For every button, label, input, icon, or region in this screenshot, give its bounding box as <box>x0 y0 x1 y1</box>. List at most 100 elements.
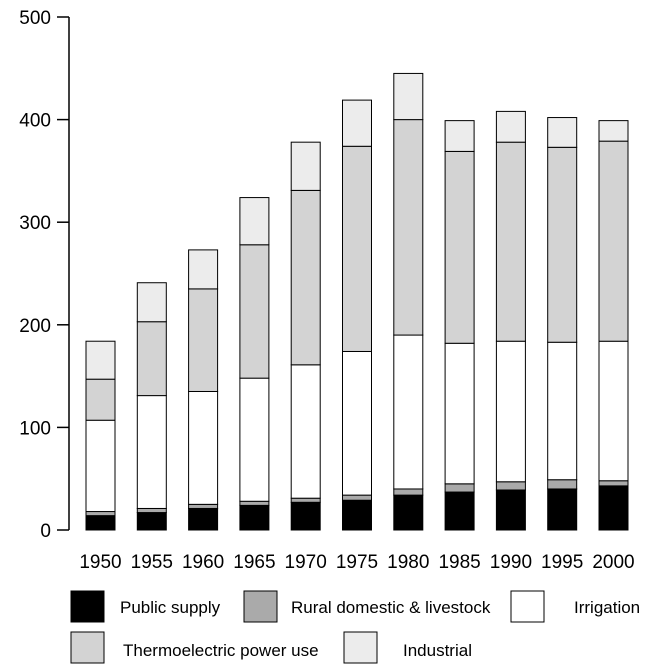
bar-segment-industrial <box>136 282 167 323</box>
bar-stack-1980 <box>393 72 424 531</box>
bar-segment-thermoelectric-power-use <box>290 189 321 366</box>
bar-segment-industrial <box>495 110 526 143</box>
bar-segment-industrial <box>598 120 629 142</box>
bar-segment-irrigation <box>547 341 578 481</box>
x-tick-label: 1965 <box>233 552 275 573</box>
bar-segment-thermoelectric-power-use <box>495 141 526 342</box>
bar-stack-2000 <box>598 120 629 531</box>
bar-segment-public-supply <box>495 489 526 531</box>
legend-swatch <box>70 590 105 623</box>
y-axis: 0 100 200 300 400 500 <box>19 8 70 542</box>
legend-item: Rural domestic & livestock <box>243 590 491 623</box>
bar-stack-1950 <box>85 340 116 531</box>
bar-segment-irrigation <box>342 350 372 496</box>
bar-segment-industrial <box>444 120 475 152</box>
bar-segment-public-supply <box>393 494 424 531</box>
bar-segment-rural-domestic-livestock <box>342 494 372 501</box>
bar-segment-irrigation <box>136 395 167 509</box>
bar-segment-industrial <box>239 197 270 246</box>
legend-swatch <box>243 590 278 623</box>
bar-segment-rural-domestic-livestock <box>239 500 270 506</box>
x-tick-label: 1980 <box>387 552 429 573</box>
x-tick-label: 1995 <box>541 552 583 573</box>
legend-item: Public supply <box>70 590 221 623</box>
legend-label: Rural domestic & livestock <box>291 598 491 617</box>
bar-stack-1955 <box>136 282 167 531</box>
legend-label: Industrial <box>403 641 472 660</box>
x-tick-label: 1950 <box>79 552 121 573</box>
bar-segment-thermoelectric-power-use <box>547 146 578 343</box>
bar-segment-rural-domestic-livestock <box>444 483 475 493</box>
bar-segment-public-supply <box>188 507 219 531</box>
bar-segment-irrigation <box>393 334 424 490</box>
legend: Public supply Rural domestic & livestock I… <box>70 590 640 664</box>
y-tick-label: 500 <box>19 8 51 29</box>
legend-item: Thermoelectric power use <box>70 631 319 664</box>
legend-label: Thermoelectric power use <box>123 641 319 660</box>
bar-stack-1995 <box>547 117 578 531</box>
bar-segment-public-supply <box>239 504 270 531</box>
x-tick-label: 1970 <box>285 552 327 573</box>
bar-stack-1990 <box>495 110 526 531</box>
bar-segment-irrigation <box>598 340 629 482</box>
bar-segment-irrigation <box>239 377 270 502</box>
legend-swatch <box>70 631 105 664</box>
x-tick-label: 1985 <box>438 552 480 573</box>
x-tick-label: 1955 <box>131 552 173 573</box>
bar-segment-rural-domestic-livestock <box>393 488 424 496</box>
bar-segment-thermoelectric-power-use <box>239 244 270 379</box>
legend-label: Irrigation <box>574 598 640 617</box>
bar-segment-industrial <box>342 99 372 147</box>
bar-segment-rural-domestic-livestock <box>495 481 526 491</box>
x-tick-label: 1990 <box>490 552 532 573</box>
y-tick-label: 300 <box>19 213 51 234</box>
bar-segment-industrial <box>547 117 578 148</box>
bar-segment-rural-domestic-livestock <box>290 497 321 503</box>
y-tick-label: 0 <box>40 521 51 542</box>
x-axis: 1950 1955 1960 1965 1970 1975 1980 1985 1990 1995… <box>79 552 634 573</box>
bar-segment-public-supply <box>342 499 372 531</box>
bar-segment-rural-domestic-livestock <box>85 511 116 517</box>
bar-segment-public-supply <box>547 488 578 531</box>
bar-segment-rural-domestic-livestock <box>136 507 167 514</box>
x-tick-label: 2000 <box>592 552 634 573</box>
bar-stacks <box>85 72 629 531</box>
bar-stack-1960 <box>188 249 219 531</box>
bar-segment-thermoelectric-power-use <box>393 119 424 336</box>
bar-segment-irrigation <box>495 340 526 483</box>
bar-segment-rural-domestic-livestock <box>547 479 578 490</box>
bar-segment-thermoelectric-power-use <box>85 378 116 421</box>
bar-stack-1965 <box>239 197 270 531</box>
bar-segment-irrigation <box>290 364 321 499</box>
bar-segment-public-supply <box>290 501 321 531</box>
legend-item: Irrigation <box>510 590 640 623</box>
bar-segment-thermoelectric-power-use <box>342 145 372 352</box>
y-tick-label: 100 <box>19 418 51 439</box>
bar-segment-irrigation <box>188 390 219 505</box>
x-tick-label: 1975 <box>336 552 378 573</box>
legend-swatch <box>343 631 378 664</box>
bar-segment-thermoelectric-power-use <box>444 150 475 344</box>
legend-swatch <box>510 590 545 623</box>
bar-segment-public-supply <box>136 512 167 531</box>
bar-segment-industrial <box>188 249 219 290</box>
bar-segment-industrial <box>393 72 424 121</box>
bar-segment-thermoelectric-power-use <box>136 321 167 397</box>
bar-segment-thermoelectric-power-use <box>598 140 629 342</box>
bar-segment-industrial <box>290 141 321 191</box>
bar-segment-public-supply <box>85 515 116 531</box>
legend-item: Industrial <box>343 631 472 664</box>
y-tick-label: 200 <box>19 316 51 337</box>
bar-segment-public-supply <box>598 485 629 531</box>
legend-label: Public supply <box>120 598 221 617</box>
bar-segment-public-supply <box>444 491 475 531</box>
bar-segment-thermoelectric-power-use <box>188 288 219 392</box>
bar-stack-1975 <box>342 99 372 531</box>
bar-segment-rural-domestic-livestock <box>188 503 219 509</box>
bar-segment-irrigation <box>85 419 116 513</box>
bar-segment-irrigation <box>444 342 475 485</box>
bar-segment-rural-domestic-livestock <box>598 480 629 487</box>
x-tick-label: 1960 <box>182 552 224 573</box>
bar-stack-1985 <box>444 120 475 531</box>
